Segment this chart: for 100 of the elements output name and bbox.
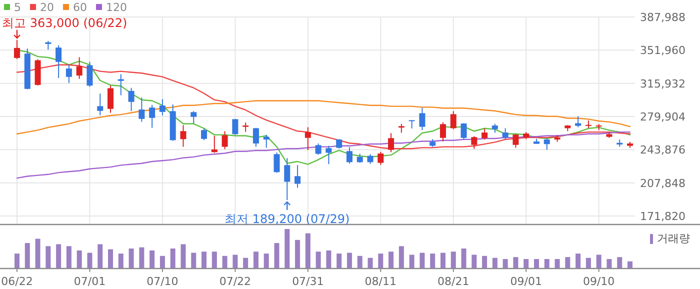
bar (253, 252, 258, 268)
bar (284, 229, 290, 268)
bar (440, 252, 446, 268)
candlestick (138, 97, 145, 122)
legend-label: 5 (14, 1, 21, 14)
candlestick (367, 154, 374, 164)
annotation: 최저 189,200 (07/29) (224, 201, 350, 226)
candlestick (544, 138, 550, 150)
candlestick (304, 126, 311, 151)
bar (398, 246, 404, 268)
candlestick (242, 122, 249, 132)
bar (606, 259, 612, 268)
x-tick-label: 08/21 (438, 275, 470, 288)
bar (274, 243, 280, 268)
bar (108, 249, 114, 268)
bar (336, 254, 342, 268)
candlestick (118, 74, 124, 96)
bar (180, 244, 186, 268)
bar (409, 254, 414, 268)
legend-label: 60 (73, 1, 87, 14)
bar (14, 254, 20, 268)
bar (212, 252, 217, 268)
candlestick (315, 142, 322, 156)
bar (617, 257, 622, 268)
candlestick (14, 40, 20, 60)
y-tick-label: 351,960 (640, 44, 686, 58)
bar (430, 254, 436, 268)
candlestick (159, 98, 166, 116)
bar (222, 256, 228, 268)
x-tick-label: 07/10 (146, 275, 178, 288)
bar (56, 244, 62, 268)
bar (565, 257, 570, 268)
bar (295, 240, 300, 268)
legend-label: 120 (106, 1, 127, 14)
candlestick (408, 120, 415, 129)
bar (66, 246, 72, 268)
bar (118, 254, 124, 268)
y-tick-label: 387,988 (640, 11, 686, 24)
bar (534, 259, 539, 268)
candlestick (336, 138, 342, 149)
bar (461, 248, 466, 268)
candlestick (86, 61, 93, 88)
candlestick (388, 132, 394, 153)
bar (316, 252, 321, 268)
legend-label: 거래량 (657, 232, 690, 245)
bar (346, 252, 352, 268)
bar (492, 258, 498, 268)
legend-label: 20 (40, 1, 54, 14)
candlestick (252, 127, 259, 148)
candlestick (190, 110, 197, 124)
bar (472, 254, 477, 268)
bar (576, 254, 581, 268)
y-tick-label: 207,848 (640, 176, 686, 190)
bar (368, 258, 373, 268)
annotation: 최저 189,200 (07/29) (224, 212, 350, 226)
candlestick (76, 56, 82, 80)
candlestick (66, 64, 72, 84)
candlestick (356, 153, 363, 164)
bar (139, 247, 144, 268)
bar (98, 244, 103, 268)
candlestick (201, 128, 208, 141)
annotation: 최고 363,000 (06/22) (2, 16, 128, 39)
bar (46, 246, 51, 268)
y-tick-label: 243,876 (640, 144, 686, 157)
candlestick (450, 110, 456, 130)
x-tick-label: 07/01 (74, 275, 106, 288)
bar (170, 248, 176, 268)
bar (628, 261, 632, 268)
bar (305, 233, 310, 268)
candlestick (263, 134, 270, 148)
legend: 거래량 (650, 232, 690, 245)
bar (502, 259, 508, 268)
bar (450, 252, 456, 268)
x-tick-label: 09/01 (510, 275, 542, 288)
candlestick (232, 118, 238, 136)
bar (128, 248, 134, 268)
y-tick-label: 315,932 (640, 77, 686, 90)
bar (24, 243, 30, 268)
candlestick (346, 146, 352, 164)
candlestick (512, 134, 519, 148)
bar (191, 252, 196, 268)
candlestick (97, 93, 104, 116)
candlestick (440, 122, 446, 142)
candlestick (108, 85, 114, 114)
candlestick (460, 122, 467, 140)
bar (76, 250, 82, 268)
candlestick (575, 116, 582, 128)
candlestick (419, 107, 426, 131)
candlestick (211, 135, 218, 154)
annotation: 최고 363,000 (06/22) (2, 16, 128, 30)
bar (586, 258, 591, 268)
candlestick (274, 152, 280, 174)
y-tick-label: 279,904 (640, 110, 686, 124)
bar (243, 258, 248, 268)
bar (544, 259, 550, 268)
x-tick-label: 07/31 (292, 275, 324, 288)
candlestick (471, 136, 478, 150)
candlestick (149, 104, 156, 128)
x-tick-label: 07/22 (219, 275, 252, 288)
bar (357, 256, 362, 268)
